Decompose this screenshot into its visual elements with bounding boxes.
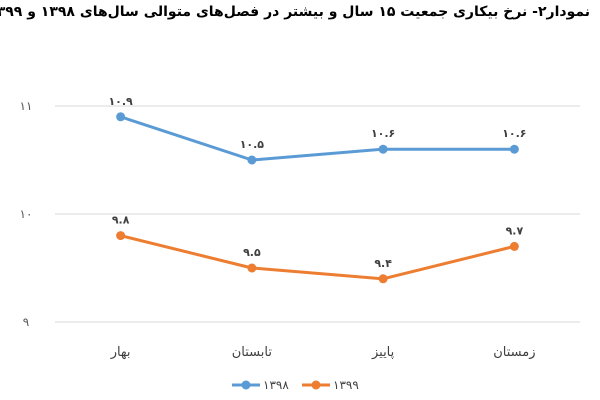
legend: ۱۳۹۸ ۱۳۹۹ xyxy=(232,378,359,392)
legend-label: ۱۳۹۸ xyxy=(263,378,289,392)
data-point xyxy=(509,241,519,251)
data-label: ۹.۴ xyxy=(374,257,392,270)
data-label: ۹.۸ xyxy=(112,214,130,227)
gridlines xyxy=(55,105,580,323)
y-tick-label: ۱۰ xyxy=(20,207,33,221)
data-point xyxy=(378,144,388,154)
series-line xyxy=(119,234,516,281)
data-point xyxy=(509,144,519,154)
data-point xyxy=(247,263,257,273)
chart-title: نمودار۲- نرخ بیکاری جمعیت ۱۵ سال و بیشتر… xyxy=(0,4,590,20)
x-tick-label: زمستان xyxy=(493,345,535,360)
y-tick-label: ۹ xyxy=(23,315,29,329)
data-label: ۹.۵ xyxy=(243,246,261,259)
legend-swatch-marker xyxy=(311,380,321,390)
data-label: ۱۰.۵ xyxy=(240,138,265,151)
data-label: ۹.۷ xyxy=(506,224,524,237)
legend-swatch-marker xyxy=(241,380,251,390)
data-point xyxy=(116,231,126,241)
legend-label: ۱۳۹۹ xyxy=(333,378,359,392)
data-label: ۱۰.۶ xyxy=(502,127,526,140)
data-label: ۱۰.۶ xyxy=(371,127,395,140)
data-point xyxy=(116,112,126,122)
y-axis-ticks: ۹ ۱۰ ۱۱ xyxy=(20,99,33,329)
x-tick-label: پاییز xyxy=(371,345,395,360)
series-lines xyxy=(116,112,519,284)
x-axis-ticks: بهار تابستان پاییز زمستان xyxy=(110,345,536,360)
x-tick-label: تابستان xyxy=(232,345,273,360)
data-point xyxy=(247,155,257,165)
data-labels: ۱۰.۹ ۱۰.۵ ۱۰.۶ ۱۰.۶ ۹.۸ ۹.۵ ۹.۴ ۹.۷ xyxy=(108,95,526,270)
data-label: ۱۰.۹ xyxy=(108,95,133,108)
data-point xyxy=(378,274,388,284)
x-tick-label: بهار xyxy=(110,345,131,360)
series-line xyxy=(119,115,516,162)
y-tick-label: ۱۱ xyxy=(20,99,33,113)
